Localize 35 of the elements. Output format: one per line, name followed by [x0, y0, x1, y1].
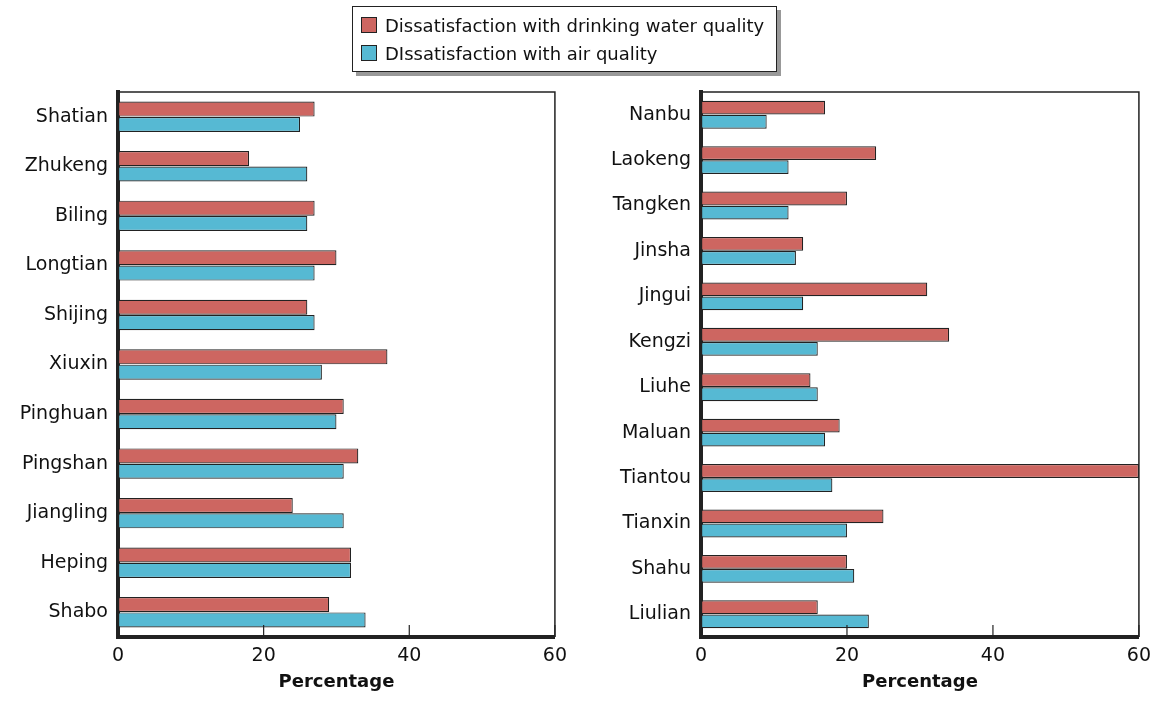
- y-tick-label: Shabo: [48, 599, 108, 622]
- y-tick-label: Pingshan: [21, 450, 108, 473]
- x-tick-label: 0: [111, 643, 125, 666]
- y-tick-label: Xiuxin: [49, 351, 108, 374]
- y-tick-label: Jinsha: [633, 237, 691, 260]
- y-tick-label: Laokeng: [611, 147, 691, 170]
- x-tick-label: 20: [834, 643, 860, 666]
- y-tick-label: Tianxin: [621, 510, 691, 533]
- y-tick-label: Longtian: [25, 252, 108, 275]
- x-tick-label: 60: [542, 643, 568, 666]
- y-tick-label: Jingui: [637, 283, 691, 306]
- x-axis-title: Percentage: [862, 669, 978, 691]
- y-tick-label: Shahu: [631, 555, 691, 578]
- legend-label: DIssatisfaction with air quality: [385, 42, 658, 64]
- y-tick-label: Tangken: [611, 192, 691, 215]
- y-tick-label: Zhukeng: [24, 153, 108, 176]
- x-axis-title: Percentage: [278, 669, 395, 691]
- y-tick-label: Heping: [40, 549, 108, 572]
- y-tick-label: Shijing: [43, 301, 108, 324]
- y-tick-label: Shatian: [35, 103, 108, 126]
- y-tick-label: Pinghuan: [19, 400, 108, 423]
- x-tick-label: 40: [980, 643, 1006, 666]
- y-tick-label: Biling: [55, 202, 108, 225]
- y-tick-label: Liuhe: [639, 374, 691, 397]
- y-tick-label: Kengzi: [628, 328, 691, 351]
- x-tick-label: 60: [1126, 643, 1152, 666]
- y-tick-label: Liulian: [628, 601, 691, 624]
- legend-label: Dissatisfaction with drinking water quality: [385, 14, 765, 36]
- x-tick-label: 0: [694, 643, 708, 666]
- y-tick-label: Tiantou: [618, 464, 691, 487]
- y-tick-label: Jiangling: [25, 500, 108, 523]
- x-tick-label: 20: [251, 643, 276, 666]
- x-tick-label: 40: [397, 643, 422, 666]
- y-tick-label: Nanbu: [628, 101, 691, 124]
- y-tick-label: Maluan: [621, 419, 691, 442]
